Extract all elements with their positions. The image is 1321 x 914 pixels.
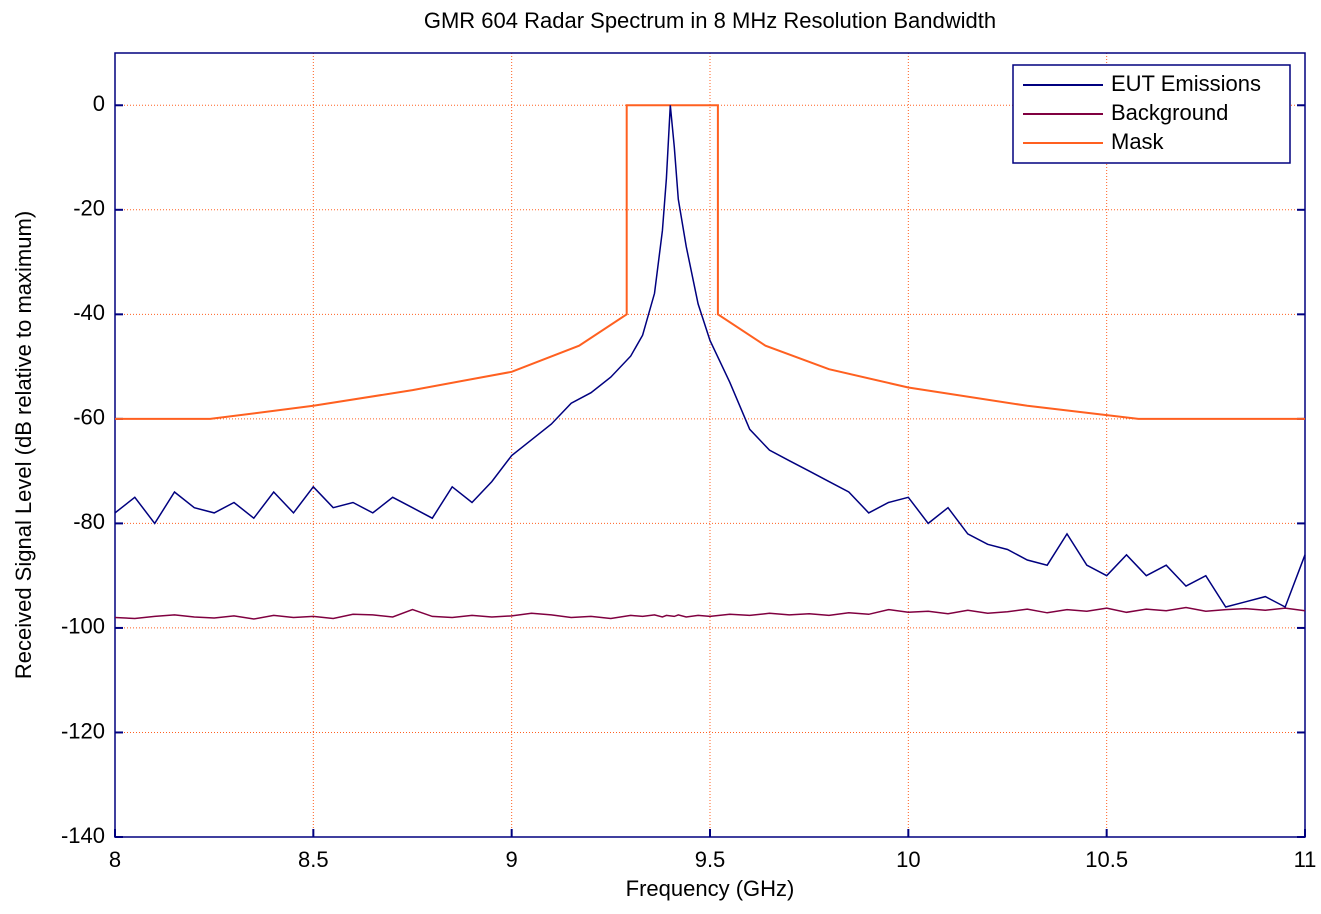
y-tick-label: -80 (73, 509, 105, 534)
y-tick-label: 0 (93, 91, 105, 116)
y-tick-label: -20 (73, 196, 105, 221)
x-tick-label: 10.5 (1085, 847, 1128, 872)
x-tick-label: 8.5 (298, 847, 329, 872)
x-tick-label: 8 (109, 847, 121, 872)
y-tick-label: -60 (73, 405, 105, 430)
x-axis-label: Frequency (GHz) (626, 876, 795, 901)
y-axis-label: Received Signal Level (dB relative to ma… (11, 211, 36, 679)
x-tick-label: 9 (506, 847, 518, 872)
legend-label: Background (1111, 100, 1228, 125)
series-line (114, 606, 1306, 620)
y-tick-label: -120 (61, 718, 105, 743)
y-tick-label: -40 (73, 300, 105, 325)
series-line (115, 104, 1305, 420)
legend-label: Mask (1111, 129, 1165, 154)
plot-frame (114, 52, 1306, 838)
chart-title: GMR 604 Radar Spectrum in 8 MHz Resoluti… (424, 8, 996, 33)
x-tick-label: 11 (1294, 847, 1317, 872)
x-tick-label: 9.5 (695, 847, 726, 872)
x-tick-label: 10 (896, 847, 920, 872)
y-tick-label: -100 (61, 614, 105, 639)
legend-label: EUT Emissions (1111, 71, 1261, 96)
series-line (114, 105, 1306, 609)
y-tick-label: -140 (61, 823, 105, 848)
